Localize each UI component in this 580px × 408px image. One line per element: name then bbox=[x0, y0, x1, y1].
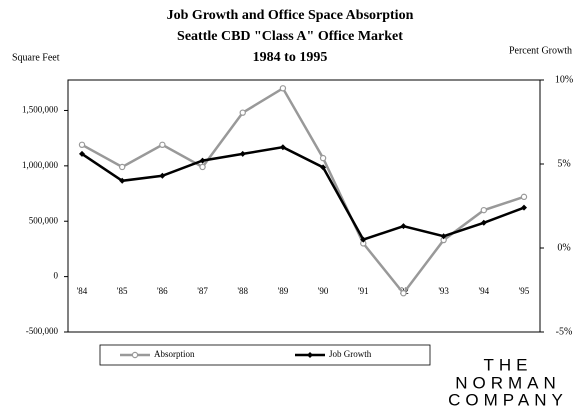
x-tick-label: '87 bbox=[197, 286, 208, 296]
y-tick-label: 1,500,000 bbox=[22, 105, 59, 115]
data-point bbox=[159, 172, 166, 179]
data-point bbox=[79, 150, 85, 157]
data-point bbox=[78, 141, 86, 148]
legend-box bbox=[99, 344, 431, 366]
y2-tick-label: -5% bbox=[556, 326, 573, 337]
x-tick-label: '93 bbox=[438, 286, 449, 296]
y2-tick-label: 10% bbox=[555, 74, 573, 85]
data-point bbox=[521, 204, 527, 211]
data-point bbox=[239, 150, 246, 157]
data-point bbox=[279, 144, 286, 151]
data-point bbox=[279, 85, 287, 92]
y-tick-label: 0 bbox=[54, 271, 59, 281]
y-tick-label: -500,000 bbox=[26, 326, 59, 336]
series-line bbox=[81, 145, 525, 242]
data-point bbox=[480, 206, 488, 214]
y2-tick-label: 5% bbox=[557, 158, 570, 169]
x-tick-label: '88 bbox=[237, 286, 248, 296]
data-point bbox=[199, 157, 206, 164]
legend-marker bbox=[131, 351, 139, 359]
chart-period: 1984 to 1995 bbox=[253, 50, 328, 65]
x-tick-label: '90 bbox=[318, 286, 329, 296]
chart-subtitle: Seattle CBD "Class A" Office Market bbox=[177, 29, 403, 44]
y2-axis-label: Percent Growth bbox=[509, 45, 572, 56]
data-point bbox=[199, 163, 206, 171]
plot-area bbox=[67, 79, 541, 333]
x-tick-label: '85 bbox=[117, 286, 128, 296]
data-point bbox=[319, 154, 327, 162]
data-point bbox=[118, 163, 126, 171]
x-tick-label: '89 bbox=[278, 286, 289, 296]
x-tick-label: '94 bbox=[479, 286, 490, 296]
chart-title: Job Growth and Office Space Absorption bbox=[167, 8, 414, 23]
x-tick-label: '91 bbox=[358, 286, 369, 296]
data-point bbox=[159, 141, 166, 148]
x-tick-label: '84 bbox=[77, 286, 88, 296]
y2-tick-label: 0% bbox=[557, 242, 570, 253]
x-tick-label: '95 bbox=[519, 286, 530, 296]
series-line bbox=[81, 86, 525, 296]
logo-line: NORMAN bbox=[455, 373, 561, 392]
data-point bbox=[440, 233, 447, 240]
logo-line: THE bbox=[484, 355, 533, 374]
data-point bbox=[360, 236, 367, 243]
y-axis-label: Square Feet bbox=[12, 52, 60, 63]
y-tick-label: 500,000 bbox=[29, 215, 59, 225]
logo-line: COMPANY bbox=[448, 390, 568, 408]
data-point bbox=[400, 223, 407, 230]
data-point bbox=[480, 219, 487, 226]
legend-label: Job Growth bbox=[329, 349, 372, 359]
data-point bbox=[119, 177, 126, 184]
legend-label: Absorption bbox=[154, 349, 195, 359]
data-point bbox=[320, 164, 327, 171]
data-point bbox=[520, 193, 528, 201]
y-tick-label: 1,000,000 bbox=[22, 160, 59, 170]
x-tick-label: '86 bbox=[157, 286, 168, 296]
data-point bbox=[239, 109, 246, 116]
data-point bbox=[400, 290, 407, 297]
legend-marker bbox=[307, 352, 313, 358]
